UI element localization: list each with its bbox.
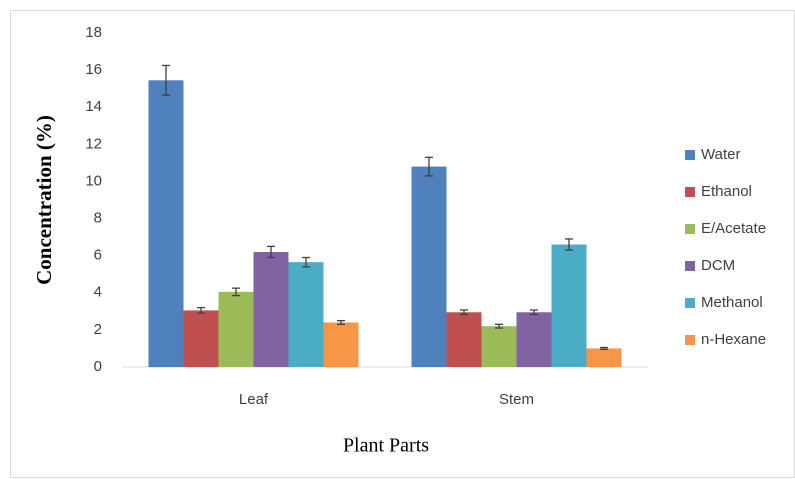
bar [516, 312, 552, 367]
x-tick-label: Stem [499, 391, 534, 408]
bar [253, 251, 289, 367]
y-tick-label: 16 [85, 61, 102, 78]
y-tick-label: 18 [85, 24, 102, 41]
legend-label: n-Hexane [701, 331, 766, 348]
legend-label: E/Acetate [701, 220, 766, 237]
bar [183, 310, 219, 367]
x-axis-title: Plant Parts [343, 435, 429, 457]
error-bar [267, 245, 275, 259]
error-bar [232, 287, 240, 297]
legend-swatch [685, 150, 695, 160]
bar [481, 326, 517, 367]
bar [446, 312, 482, 367]
bar [411, 166, 447, 367]
y-tick-label: 8 [94, 210, 102, 227]
legend-swatch [685, 298, 695, 308]
chart-frame [10, 10, 795, 478]
error-bar [425, 156, 433, 177]
bar [586, 348, 622, 367]
error-bar [460, 309, 468, 316]
bar [323, 322, 359, 367]
error-bar [565, 238, 573, 251]
legend-label: Methanol [701, 294, 763, 311]
y-tick-label: 2 [94, 321, 102, 338]
bar [551, 244, 587, 367]
error-bar [495, 323, 503, 329]
y-tick-label: 6 [94, 247, 102, 264]
y-axis-title: Concentration (%) [32, 115, 56, 285]
legend-label: Ethanol [701, 183, 752, 200]
error-bar [302, 256, 310, 268]
legend-swatch [685, 261, 695, 271]
legend-swatch [685, 187, 695, 197]
legend-label: DCM [701, 257, 735, 274]
legend-swatch [685, 335, 695, 345]
legend-swatch [685, 224, 695, 234]
bar [148, 80, 184, 368]
y-tick-label: 4 [94, 284, 102, 301]
x-tick-label: Leaf [239, 391, 269, 408]
bar [288, 262, 324, 367]
error-bar [337, 319, 345, 325]
y-tick-label: 12 [85, 135, 102, 152]
bar [218, 291, 254, 367]
y-tick-label: 0 [94, 358, 102, 375]
legend-label: Water [701, 146, 740, 163]
y-tick-label: 10 [85, 172, 102, 189]
error-bar [530, 309, 538, 316]
error-bar [162, 64, 170, 96]
error-bar [600, 346, 608, 351]
y-tick-label: 14 [85, 98, 102, 115]
error-bar [197, 306, 205, 314]
